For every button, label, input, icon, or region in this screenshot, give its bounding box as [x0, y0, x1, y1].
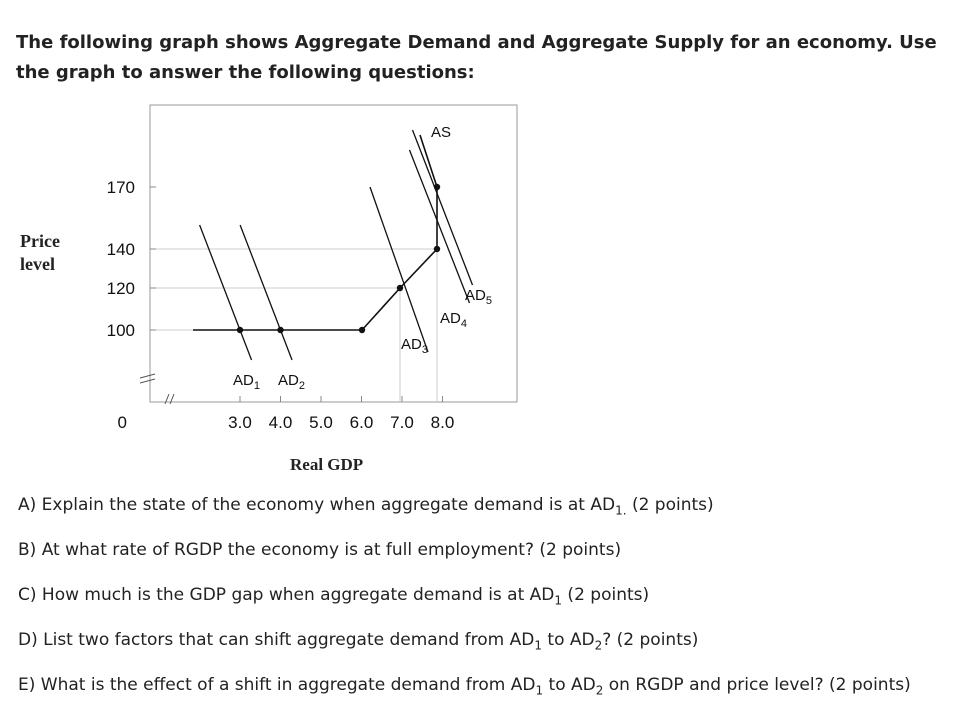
- as-label: AS: [431, 124, 451, 141]
- y-tick-label: 120: [107, 279, 135, 298]
- ad5-curve: [411, 129, 474, 286]
- y-axis-title: Price level: [20, 231, 60, 274]
- x-axis-ticks: 3.0 4.0 5.0 6.0 7.0 8.0: [228, 396, 454, 432]
- equilibrium-point: [236, 326, 244, 334]
- x-tick-label: 7.0: [390, 413, 414, 432]
- ad1-curve: [199, 224, 253, 361]
- curve-labels: AS AD1 AD2 AD3 AD4 AD5: [233, 124, 492, 392]
- ad3-curve: [369, 186, 429, 353]
- question-item: E) What is the effect of a shift in aggr…: [18, 675, 911, 698]
- ad1-label: AD1: [233, 372, 260, 392]
- y-tick-label: 140: [107, 240, 135, 259]
- x-tick-label: 3.0: [228, 413, 252, 432]
- ad4-curve: [408, 149, 471, 304]
- y-tick-label: 170: [107, 178, 135, 197]
- x-tick-label: 8.0: [431, 413, 455, 432]
- ad2-curve: [239, 224, 293, 361]
- ad-curves: [199, 129, 474, 361]
- ad5-label: AD5: [465, 287, 492, 307]
- y-axis-break: [139, 373, 156, 384]
- x-axis-break: [164, 393, 175, 405]
- equilibrium-point: [277, 326, 284, 334]
- as-curve-line: [193, 134, 438, 331]
- equilibrium-point: [433, 183, 441, 191]
- equilibrium-points: [236, 183, 441, 334]
- axis-breaks: [139, 373, 175, 405]
- y-tick-label: 100: [107, 321, 135, 340]
- x-tick-label: 5.0: [309, 413, 333, 432]
- plot-frame: [149, 104, 518, 403]
- equilibrium-point: [358, 326, 366, 334]
- ad4-label: AD4: [440, 310, 467, 330]
- y-tick-label: 0: [118, 413, 127, 432]
- intro-text: The following graph shows Aggregate Dema…: [16, 32, 937, 83]
- as-curve: [193, 134, 438, 331]
- ad3-label: AD3: [401, 336, 428, 356]
- x-tick-label: 4.0: [269, 413, 293, 432]
- question-item: D) List two factors that can shift aggre…: [18, 630, 699, 653]
- equilibrium-point: [396, 284, 404, 292]
- equilibrium-point: [433, 245, 441, 253]
- question-item: C) How much is the GDP gap when aggregat…: [18, 585, 650, 608]
- question-item: A) Explain the state of the economy when…: [18, 495, 714, 518]
- y-axis-ticks: 0 100 120 140 170: [107, 178, 156, 432]
- ad2-label: AD2: [278, 372, 305, 392]
- question-list: A) Explain the state of the economy when…: [18, 490, 911, 715]
- x-tick-label: 6.0: [350, 413, 374, 432]
- x-axis-title: Real GDP: [290, 455, 364, 474]
- question-item: B) At what rate of RGDP the economy is a…: [18, 540, 622, 560]
